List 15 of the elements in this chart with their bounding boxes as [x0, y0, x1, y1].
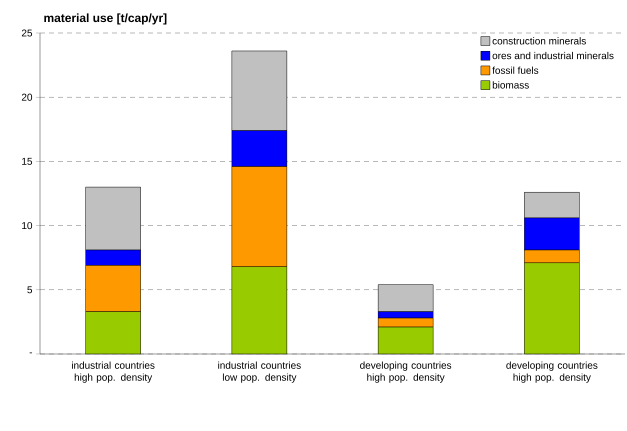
y-tick-label: - — [30, 352, 32, 354]
x-tick-label: industrial countries low pop. density — [218, 362, 301, 383]
legend-label: fossil fuels — [492, 66, 538, 74]
y-tick-label: 20 — [22, 94, 32, 101]
x-tick-label: industrial countries high pop. density — [72, 362, 155, 383]
x-tick-label: developing countries high pop. density — [506, 362, 598, 383]
x-tick-label: developing countries high pop. density — [360, 362, 452, 383]
chart-title: material use [t/cap/yr] — [44, 13, 166, 25]
legend-label: ores and industrial minerals — [492, 52, 614, 60]
y-tick-label: 25 — [22, 29, 32, 37]
y-tick-label: 10 — [22, 222, 32, 230]
legend-label: construction minerals — [492, 37, 586, 44]
y-tick-label: 5 — [27, 286, 32, 294]
legend-label: biomass — [492, 81, 529, 89]
y-tick-label: 15 — [22, 158, 32, 165]
